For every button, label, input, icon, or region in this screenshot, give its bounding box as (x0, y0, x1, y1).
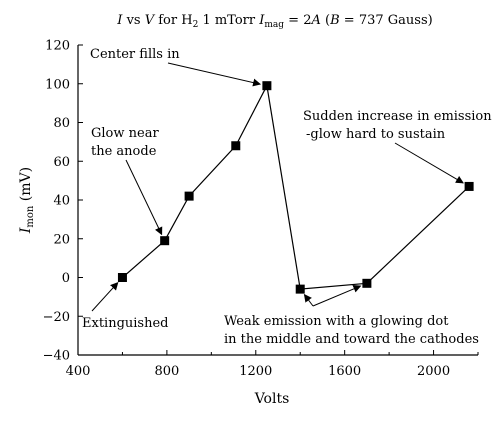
data-point (464, 181, 474, 191)
data-point (231, 141, 241, 151)
annotation-arrow (91, 281, 119, 312)
data-point (362, 278, 372, 288)
x-ticks: 400 800 1200 1600 2000 (66, 350, 479, 379)
annotation-arrow (394, 142, 464, 184)
y-tick-label: 20 (53, 232, 70, 247)
y-ticks: −40 −20 0 20 40 60 80 100 120 (43, 39, 83, 364)
series-line (122, 83, 470, 290)
annotation-arrow (312, 285, 362, 307)
annotation-arrow (125, 159, 163, 236)
data-point (184, 191, 194, 201)
y-tick-label: 60 (53, 155, 70, 170)
data-point (295, 284, 305, 294)
y-tick-label: 80 (53, 116, 70, 131)
y-tick-label: 120 (45, 39, 70, 54)
x-tick-label: 400 (66, 364, 91, 379)
annotations: Center fills in Glow near the anode Sudd… (82, 47, 496, 347)
x-tick-label: 1200 (239, 364, 272, 379)
annotation-sudden-increase: Sudden increase in emission -glow hard t… (303, 109, 496, 142)
y-tick-label: 40 (53, 194, 70, 209)
x-tick-label: 2000 (417, 364, 450, 379)
annotation-center-fills: Center fills in (90, 47, 180, 62)
y-tick-label: 0 (62, 271, 70, 286)
y-tick-label: −20 (43, 310, 70, 325)
y-tick-label: 100 (45, 77, 70, 92)
chart-title: I vs V for H2 1 mTorr Imag = 2A (B = 737… (116, 13, 432, 30)
annotation-weak-emission: Weak emission with a glowing dot in the … (224, 314, 479, 347)
x-tick-label: 800 (154, 364, 179, 379)
data-point (160, 236, 170, 246)
annotation-arrow (167, 62, 262, 87)
y-tick-label: −40 (43, 349, 70, 364)
axes (77, 45, 478, 356)
data-point (262, 81, 272, 91)
annotation-arrows (91, 62, 464, 312)
annotation-arrow (303, 293, 314, 307)
x-tick-label: 1600 (328, 364, 361, 379)
data-point (117, 273, 127, 282)
series (117, 81, 474, 294)
x-axis-title: Volts (254, 391, 290, 407)
y-axis-title: Imon (mV) (18, 167, 36, 234)
annotation-extinguished: Extinguished (82, 316, 169, 331)
annotation-glow-anode: Glow near the anode (91, 126, 163, 159)
